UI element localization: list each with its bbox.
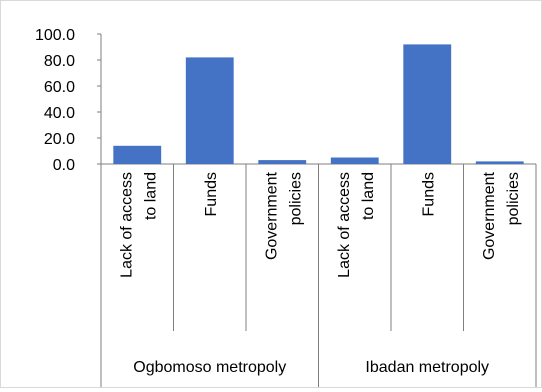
category-label: Government <box>481 171 498 260</box>
category-label: policies <box>505 172 522 225</box>
group-label: Ogbomoso metropoly <box>133 359 286 376</box>
y-tick-label: 80.0 <box>44 53 75 70</box>
category-label: to land <box>360 172 377 220</box>
bar <box>185 57 234 164</box>
category-label: policies <box>287 172 304 225</box>
y-tick-label: 60.0 <box>44 79 75 96</box>
bar <box>258 160 307 164</box>
bar <box>403 44 452 164</box>
category-label: Lack of access <box>336 172 353 278</box>
bar <box>113 145 162 164</box>
category-label: Funds <box>203 172 220 216</box>
category-label: Funds <box>420 172 437 216</box>
bar <box>330 157 379 164</box>
category-label: to land <box>142 172 159 220</box>
y-tick-label: 0.0 <box>53 157 75 174</box>
y-tick-label: 20.0 <box>44 131 75 148</box>
y-tick-label: 100.0 <box>35 27 75 44</box>
category-label: Government <box>263 171 280 260</box>
category-label: Lack of access <box>118 172 135 278</box>
bar <box>475 161 524 164</box>
y-tick-label: 40.0 <box>44 105 75 122</box>
group-label: Ibadan metropoly <box>365 359 489 376</box>
